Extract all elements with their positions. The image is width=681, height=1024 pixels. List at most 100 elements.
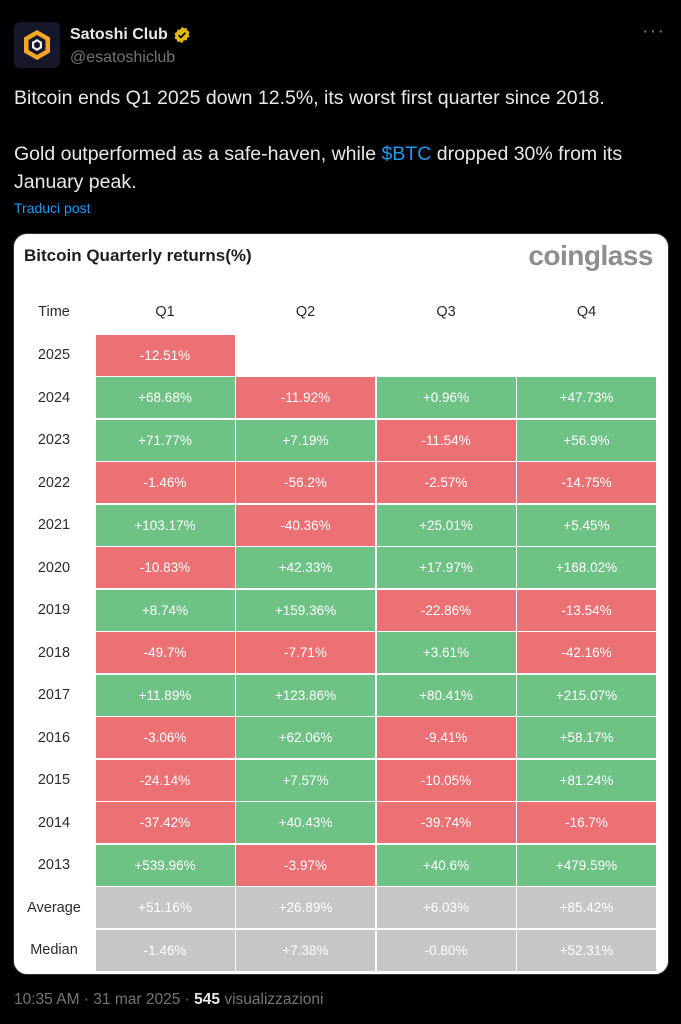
empty-cell [236, 335, 375, 376]
views-label: visualizzazioni [224, 991, 324, 1008]
row-label-2023: 2023 [37, 432, 71, 448]
tweet-line-2-end: dropped 30% from its January peak. [14, 143, 623, 193]
table-title: Bitcoin Quarterly returns(%) [24, 246, 252, 265]
translate-post-link[interactable]: Traduci post [14, 200, 91, 216]
return-cell: +123.86% [236, 674, 375, 716]
column-header-q2: Q2 [295, 304, 316, 320]
return-cell: +56.9% [517, 419, 656, 461]
returns-table-card[interactable]: Bitcoin Quarterly returns(%) coinglass T… [13, 233, 669, 975]
return-cell: -10.83% [95, 547, 235, 588]
satoshi-club-logo-icon [24, 30, 50, 60]
return-cell: +81.24% [517, 759, 656, 801]
row-label-2024: 2024 [37, 389, 71, 406]
row-label-2013: 2013 [37, 857, 71, 873]
author-handle[interactable]: @esatoshiclub [70, 49, 176, 66]
return-cell: -49.7% [95, 632, 235, 673]
row-label-2025: 2025 [37, 347, 71, 363]
return-cell: +17.97% [376, 547, 516, 588]
return-cell: -9.41% [376, 717, 516, 758]
return-cell: +7.19% [236, 419, 375, 461]
return-cell: +26.89% [236, 887, 375, 928]
return-cell: -2.57% [376, 462, 516, 503]
row-label-2021: 2021 [37, 517, 71, 533]
return-cell: -39.74% [376, 802, 516, 843]
return-cell: +40.43% [236, 802, 375, 843]
row-label-median: Median [30, 942, 78, 958]
tweet-line-1: Bitcoin ends Q1 2025 down 12.5%, its wor… [14, 87, 605, 109]
post-date[interactable]: 31 mar 2025 [93, 991, 181, 1008]
returns-table: Time Q1 Q2 Q3 Q4 2025 -12.51% 2024 +68.68% -11.92… [14, 291, 656, 971]
return-cell: +68.68% [95, 377, 235, 418]
return-cell: -22.86% [376, 589, 516, 631]
return-cell: +11.89% [95, 674, 235, 716]
return-cell: -11.92% [236, 377, 375, 418]
tweet-text: Bitcoin ends Q1 2025 down 12.5%, its wor… [14, 84, 664, 196]
cashtag-link[interactable]: $BTC [381, 143, 432, 165]
row-label-2015: 2015 [37, 772, 71, 788]
return-cell: -0.80% [376, 929, 516, 971]
return-cell: +479.59% [517, 844, 656, 886]
meta-separator: · [184, 991, 190, 1008]
return-cell: +0.96% [376, 377, 516, 418]
row-label-2014: 2014 [37, 814, 71, 831]
column-header-q1: Q1 [155, 304, 175, 320]
return-cell: +62.06% [236, 717, 375, 758]
return-cell: +25.01% [376, 504, 516, 546]
return-cell: +215.07% [517, 674, 656, 716]
return-cell: -16.7% [517, 802, 656, 843]
return-cell: +8.74% [95, 589, 235, 631]
return-cell: -40.36% [236, 504, 375, 546]
column-header-q4: Q4 [576, 304, 597, 320]
row-label-2022: 2022 [37, 474, 71, 491]
return-cell: +159.36% [236, 589, 375, 631]
return-cell: +71.77% [95, 419, 235, 461]
return-cell: +6.03% [376, 887, 516, 928]
return-cell: +80.41% [376, 674, 516, 716]
return-cell: -3.06% [95, 717, 235, 758]
more-options-icon[interactable]: ··· [642, 20, 665, 42]
return-cell: +58.17% [517, 717, 656, 758]
post-time[interactable]: 10:35 AM [14, 991, 80, 1008]
verified-badge-icon [174, 26, 190, 44]
return-cell: -12.51% [95, 334, 235, 376]
return-cell: +539.96% [95, 844, 235, 886]
author-name[interactable]: Satoshi Club [70, 26, 168, 43]
row-label-2016: 2016 [37, 729, 71, 746]
return-cell: -11.54% [376, 419, 516, 461]
return-cell: +168.02% [517, 547, 656, 588]
row-label-average: Average [27, 899, 81, 916]
return-cell: -24.14% [95, 759, 235, 801]
coinglass-logo: coinglass [528, 240, 653, 271]
return-cell: +3.61% [376, 632, 516, 673]
row-label-2019: 2019 [37, 602, 71, 618]
return-cell: +5.45% [517, 504, 656, 546]
empty-cell [377, 335, 516, 376]
tweet-header: Satoshi Club @esatoshiclub ··· [14, 20, 667, 72]
return-cell: +51.16% [95, 887, 235, 928]
return-cell: -42.16% [517, 632, 656, 673]
column-header-q3: Q3 [436, 304, 456, 320]
avatar[interactable] [14, 22, 60, 68]
tweet-line-2: Gold outperformed as a safe-haven, while… [14, 140, 664, 196]
row-label-2018: 2018 [37, 644, 71, 661]
return-cell: -1.46% [95, 462, 235, 503]
return-cell: -37.42% [95, 802, 235, 843]
return-cell: +52.31% [517, 929, 656, 971]
row-label-2020: 2020 [37, 559, 71, 576]
return-cell: +42.33% [236, 547, 375, 588]
return-cell: -14.75% [517, 462, 656, 503]
tweet-meta: 10:35 AM · 31 mar 2025 · 545 visualizzaz… [14, 991, 323, 1009]
empty-cell [517, 335, 656, 376]
column-header-time: Time [38, 304, 70, 320]
return-cell: +7.57% [236, 759, 375, 801]
return-cell: +40.6% [376, 844, 516, 886]
meta-separator: · [83, 991, 89, 1008]
return-cell: +85.42% [517, 887, 656, 928]
return-cell: +7.38% [236, 929, 375, 971]
views-count: 545 [194, 991, 220, 1008]
return-cell: +103.17% [95, 504, 235, 546]
return-cell: -3.97% [236, 844, 375, 886]
return-cell: -13.54% [517, 589, 656, 631]
row-label-2017: 2017 [37, 687, 71, 703]
return-cell: -10.05% [376, 759, 516, 801]
